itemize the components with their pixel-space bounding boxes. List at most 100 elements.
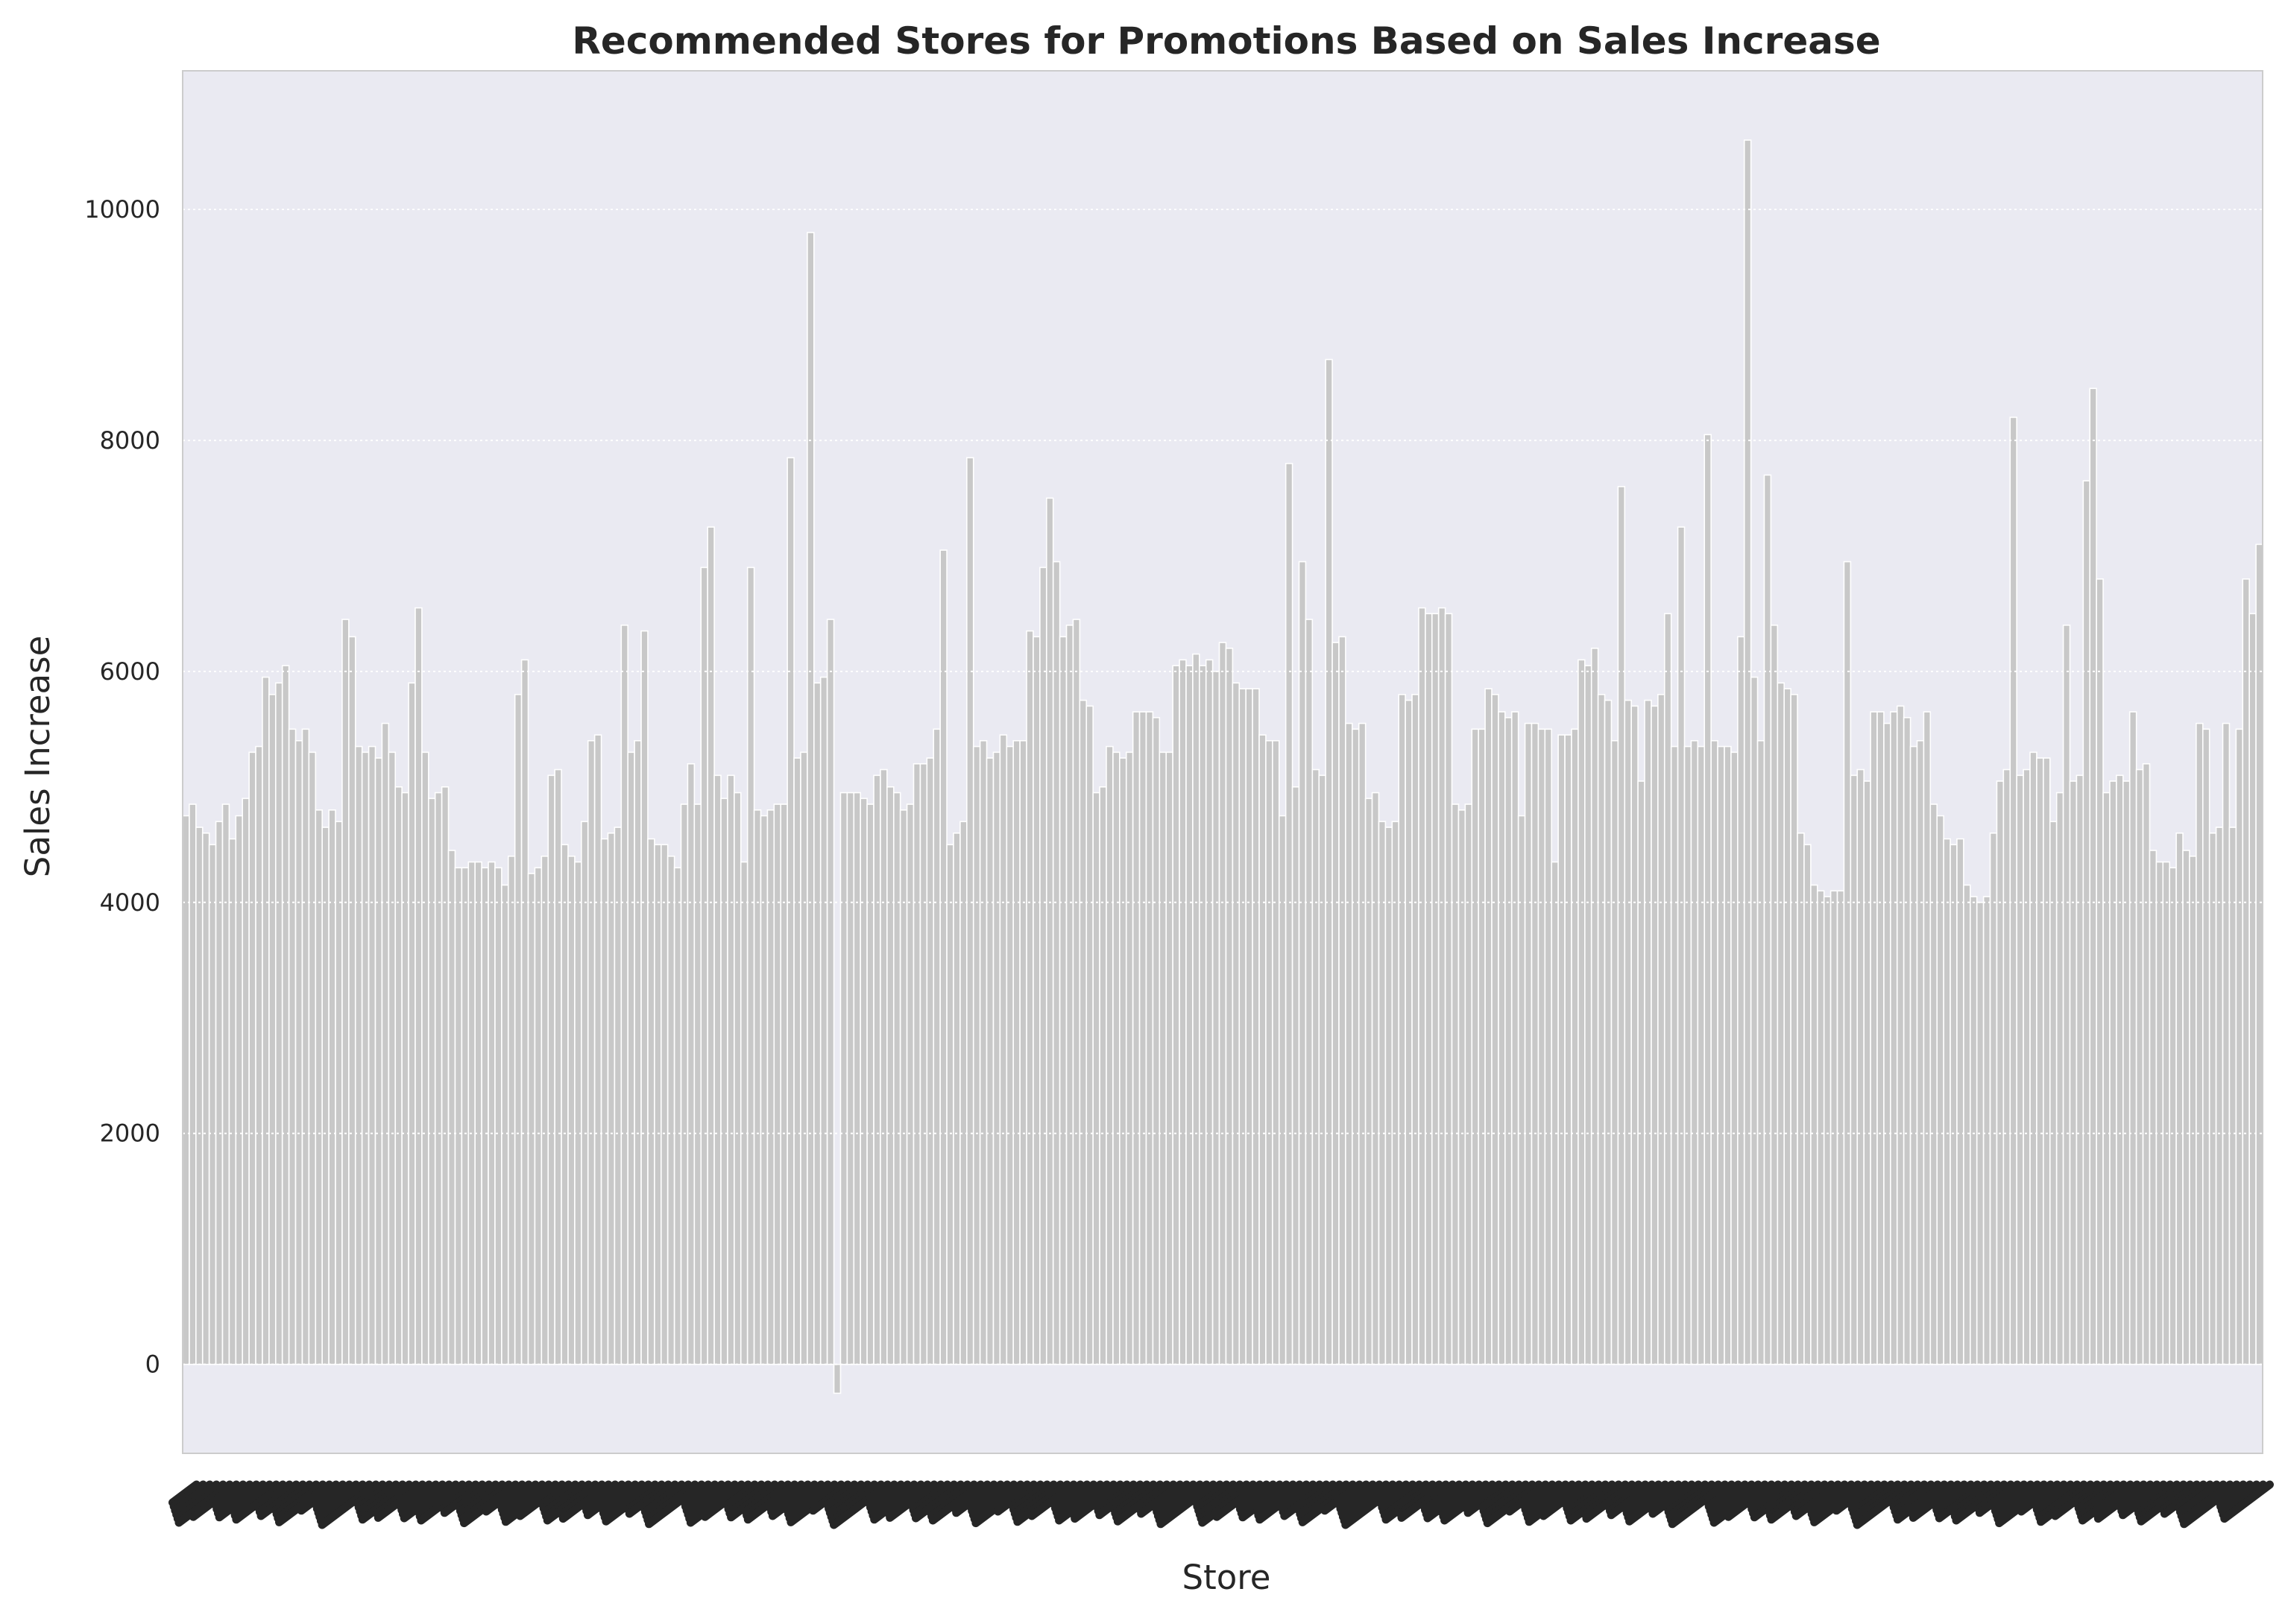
bar (1159, 751, 1167, 1365)
bar (1770, 625, 1779, 1365)
bar (534, 867, 543, 1365)
bar (1963, 884, 1971, 1365)
bar (1298, 560, 1307, 1365)
bar (793, 757, 801, 1365)
bar (627, 751, 635, 1365)
bar (1112, 751, 1121, 1365)
x-axis-label: Store (1182, 1558, 1271, 1597)
bar (640, 630, 649, 1365)
bar (301, 728, 310, 1365)
bar (2248, 613, 2257, 1365)
bar (1524, 722, 1533, 1365)
bar (1405, 699, 1413, 1365)
y-tick-label: 6000 (100, 657, 160, 686)
bar (1232, 682, 1241, 1365)
bar (1750, 676, 1759, 1365)
bar (1544, 728, 1553, 1365)
bar (2162, 861, 2171, 1365)
bar (2135, 768, 2144, 1365)
bar (1026, 630, 1034, 1365)
y-axis-label: Sales Increase (18, 636, 57, 878)
bar (1352, 728, 1360, 1365)
bar (906, 803, 915, 1365)
bar (208, 844, 217, 1365)
bar (939, 549, 948, 1365)
bar (467, 861, 476, 1365)
bar (1484, 688, 1493, 1365)
bar (1551, 861, 1559, 1365)
bar (2089, 388, 2097, 1365)
bar (1311, 768, 1320, 1365)
bar (1717, 745, 1725, 1365)
bar (2076, 774, 2084, 1365)
bar (248, 751, 256, 1365)
bar (753, 809, 762, 1365)
bar (1431, 613, 1440, 1365)
bar (1670, 745, 1679, 1365)
x-tick-labels (168, 1480, 2274, 1529)
bar (654, 844, 662, 1365)
bar (1371, 792, 1380, 1365)
bar (1278, 815, 1287, 1365)
bar (773, 803, 782, 1365)
bar (1092, 792, 1100, 1365)
bar (873, 774, 881, 1365)
bar (1065, 625, 1074, 1365)
bar (1677, 526, 1686, 1365)
bar (1258, 734, 1267, 1365)
bar (1318, 774, 1326, 1365)
bar (1578, 659, 1586, 1365)
bar (1451, 803, 1460, 1365)
bar (1697, 745, 1706, 1365)
bar (1663, 613, 1672, 1365)
bar (2002, 768, 2011, 1365)
bar (2196, 722, 2204, 1365)
bar (1956, 838, 1964, 1365)
bar (1909, 745, 1918, 1365)
bar (461, 867, 470, 1365)
bar (839, 792, 848, 1365)
bar (274, 682, 283, 1365)
bar (1737, 636, 1745, 1365)
bar (1903, 717, 1911, 1365)
bar (2142, 763, 2151, 1365)
bar (913, 763, 921, 1365)
bar (634, 740, 642, 1365)
bar (1106, 745, 1114, 1365)
bar (328, 809, 336, 1365)
bar (740, 861, 748, 1365)
bar (1464, 803, 1473, 1365)
bar (1863, 780, 1871, 1365)
bar (1132, 711, 1141, 1365)
bar (1425, 613, 1433, 1365)
bar (1225, 648, 1234, 1365)
bar (734, 792, 742, 1365)
bar (441, 786, 450, 1365)
bar (1876, 711, 1885, 1365)
bar (1604, 699, 1613, 1365)
bar (933, 728, 941, 1365)
bar (1006, 745, 1015, 1365)
bar (1252, 688, 1260, 1365)
bar (2029, 751, 2037, 1365)
bar (2189, 856, 2197, 1365)
bar (1345, 722, 1353, 1365)
bar (321, 827, 330, 1365)
bar (341, 619, 350, 1365)
bar (892, 792, 901, 1365)
bar (1850, 774, 1859, 1365)
bar (1211, 671, 1220, 1365)
bar (1125, 751, 1134, 1365)
bar (1637, 780, 1645, 1365)
bar (1896, 705, 1905, 1365)
bar (1810, 884, 1818, 1365)
bar (860, 797, 868, 1365)
bar (547, 774, 555, 1365)
bar (554, 768, 562, 1365)
bar (979, 740, 988, 1365)
bar (1651, 705, 1659, 1365)
bar (919, 763, 928, 1365)
bar (946, 844, 954, 1365)
bar (408, 682, 416, 1365)
